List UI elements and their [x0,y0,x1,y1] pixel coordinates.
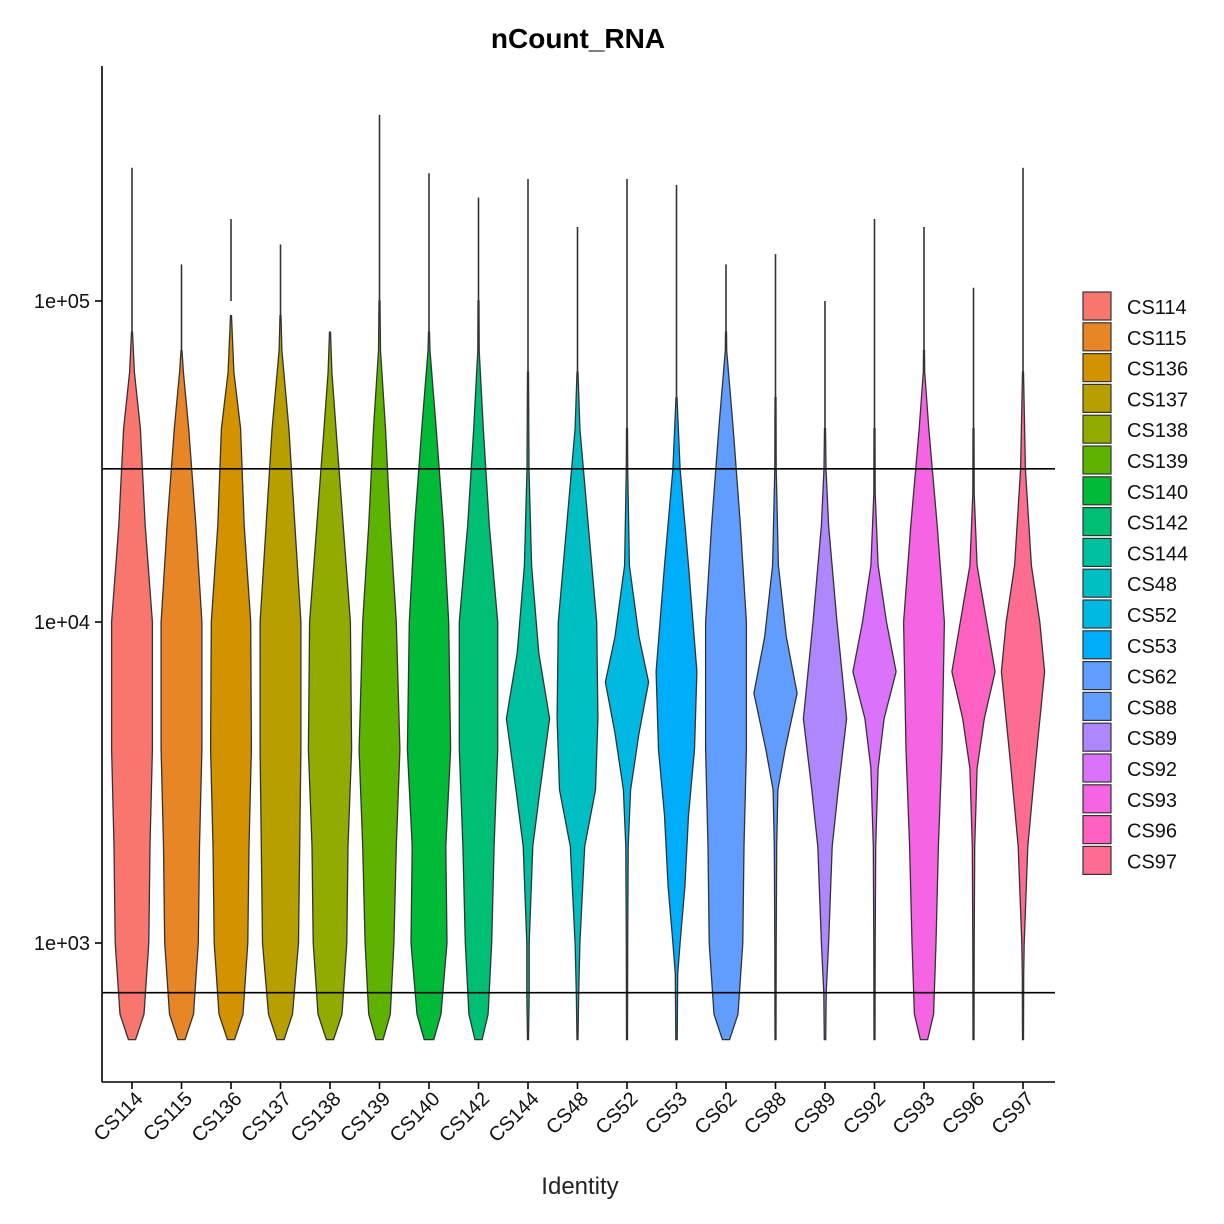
legend-label-CS138: CS138 [1127,420,1188,442]
legend-key-CS137 [1082,383,1112,413]
violin-CS53 [655,396,698,1041]
x-tick-label: CS62 [691,1088,742,1139]
violin-CS88 [753,396,798,1041]
x-tick-label: CS92 [839,1088,890,1139]
violin-CS92 [852,428,897,1041]
x-tick-label: CS96 [938,1088,989,1139]
x-tick-label: CS114 [90,1088,148,1146]
x-tick-label: CS88 [740,1088,791,1139]
violin-CS52 [604,428,650,1041]
violin-CS48 [556,371,599,1041]
violin-CS142 [458,300,499,1041]
y-tick-label: 1e+04 [34,612,90,634]
x-tick-label: CS138 [287,1088,346,1147]
legend-key-CS53 [1082,630,1112,660]
legend-key-CS96 [1082,814,1112,845]
x-tick-label: CS52 [592,1088,643,1139]
legend-label-CS89: CS89 [1127,728,1177,750]
legend-key-CS97 [1082,845,1112,876]
x-tick-label: CS142 [435,1088,494,1147]
legend-label-CS136: CS136 [1127,359,1188,381]
legend-key-CS93 [1082,784,1112,814]
legend-label-CS144: CS144 [1127,543,1188,565]
legend-label-CS93: CS93 [1127,790,1177,812]
x-tick-label: CS136 [188,1088,247,1147]
x-axis-title: Identity [541,1173,618,1200]
legend-label-CS97: CS97 [1127,851,1177,873]
legend-label-CS137: CS137 [1127,389,1188,411]
legend-key-CS114 [1082,291,1112,321]
legend-key-CS48 [1082,568,1112,598]
legend-key-CS52 [1082,599,1112,629]
x-tick-label: CS53 [641,1088,692,1139]
x-tick-label: CS93 [889,1088,940,1139]
violin-CS115 [160,350,203,1041]
x-tick-label: CS48 [542,1088,593,1139]
legend-label-CS114: CS114 [1127,297,1187,319]
legend-key-CS89 [1082,722,1112,752]
x-tick-label: CS140 [386,1088,445,1147]
legend-label-CS139: CS139 [1127,451,1188,473]
legend-key-CS62 [1082,660,1112,691]
x-tick-label: CS89 [790,1088,841,1139]
y-tick-label: 1e+03 [34,933,90,955]
x-tick-label: CS144 [485,1088,544,1147]
legend-label-CS52: CS52 [1127,605,1177,627]
legend-label-CS48: CS48 [1127,574,1177,596]
legend-label-CS53: CS53 [1127,636,1177,658]
legend-label-CS142: CS142 [1127,513,1188,535]
legend: CS114 CS115 CS136 CS137 CS138 CS139 CS140 CS142… [1082,291,1188,876]
x-tick-label: CS139 [336,1088,395,1147]
legend-key-CS140 [1082,476,1112,506]
legend-label-CS88: CS88 [1127,697,1177,719]
legend-label-CS96: CS96 [1127,821,1177,843]
legend-label-CS62: CS62 [1127,667,1177,689]
legend-key-CS142 [1082,507,1112,537]
legend-key-CS88 [1082,691,1112,722]
violin-CS93 [902,350,946,1041]
violin-CS96 [951,428,996,1041]
x-tick-label: CS97 [988,1088,1039,1139]
plot-area [102,114,1055,1041]
x-tick-label: CS115 [139,1088,197,1146]
violin-CS97 [1000,371,1046,1041]
violin-CS137 [259,315,302,1041]
violin-CS114 [110,331,154,1041]
violin-CS136 [209,315,253,1041]
legend-key-CS92 [1082,753,1112,783]
violin-CS62 [704,331,748,1041]
violin-CS138 [307,331,353,1041]
chart-title: nCount_RNA [491,23,665,54]
legend-key-CS115 [1082,322,1112,352]
legend-label-CS140: CS140 [1127,482,1188,504]
legend-label-CS92: CS92 [1127,759,1177,781]
violin-CS140 [406,331,452,1041]
x-tick-label: CS137 [237,1088,296,1147]
violin-CS139 [358,300,401,1041]
violin-CS89 [802,428,848,1041]
violin-CS144 [505,371,551,1041]
y-tick-label: 1e+05 [34,291,90,313]
legend-key-CS138 [1082,414,1112,444]
legend-key-CS136 [1082,353,1112,383]
legend-key-CS144 [1082,537,1112,568]
legend-key-CS139 [1082,445,1112,475]
legend-label-CS115: CS115 [1127,328,1187,350]
